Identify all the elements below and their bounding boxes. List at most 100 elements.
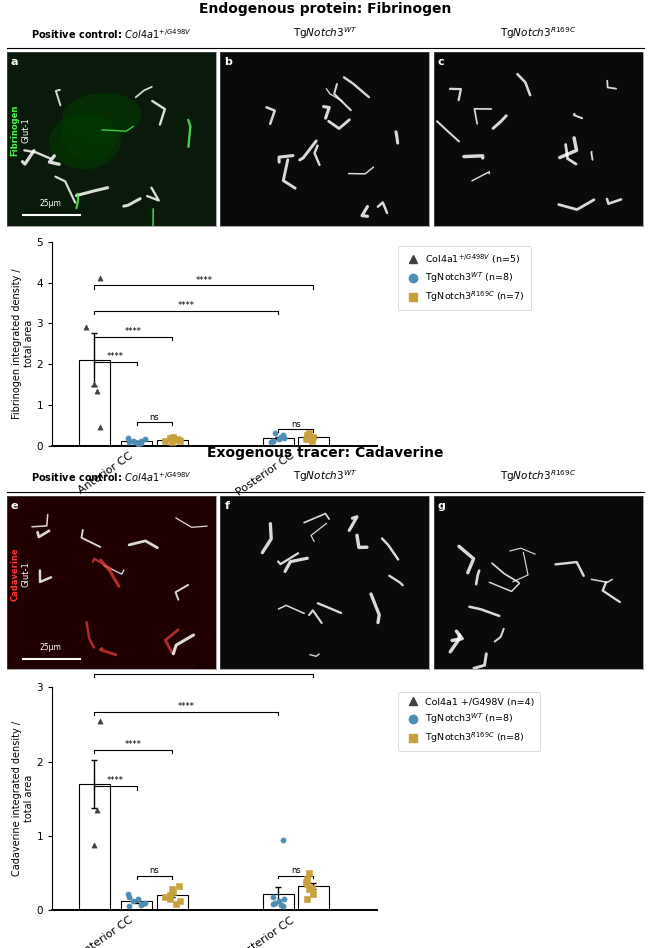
Text: Tg$\it{Notch3}$$^{WT}$: Tg$\it{Notch3}$$^{WT}$: [292, 468, 357, 484]
Point: [307, 433, 317, 448]
Text: Positive control: $\it{Col4a1}$$^{+/G498V}$: Positive control: $\it{Col4a1}$$^{+/G498…: [31, 470, 192, 484]
Point: [274, 894, 284, 909]
Text: g: g: [438, 501, 446, 511]
Point: [165, 430, 176, 446]
Point: [268, 433, 279, 448]
Text: 25μm: 25μm: [40, 199, 61, 209]
Point: [301, 874, 311, 889]
Point: [276, 898, 286, 913]
Text: ****: ****: [177, 301, 195, 310]
Text: Tg$\it{Notch3}$$^{R169C}$: Tg$\it{Notch3}$$^{R169C}$: [500, 468, 577, 484]
Point: [89, 377, 99, 392]
Text: a: a: [10, 57, 18, 67]
Bar: [79, 360, 110, 446]
Point: [140, 895, 150, 910]
Y-axis label: Fibrinogen integrated density /
total area: Fibrinogen integrated density / total ar…: [12, 268, 34, 419]
Point: [136, 897, 147, 912]
Legend: Col4a1 +/G498V (n=4), TgNotch3$^{WT}$ (n=8), TgNotch3$^{R169C}$ (n=8): Col4a1 +/G498V (n=4), TgNotch3$^{WT}$ (n…: [398, 692, 540, 751]
Text: e: e: [10, 501, 18, 511]
Point: [140, 432, 150, 447]
Point: [302, 430, 312, 446]
Point: [124, 435, 135, 450]
Bar: [263, 895, 294, 910]
Point: [278, 899, 289, 914]
Text: Fibrinogen: Fibrinogen: [10, 104, 20, 155]
Point: [171, 897, 181, 912]
Point: [167, 882, 177, 897]
Point: [129, 434, 140, 449]
Text: Exogenous tracer: Cadaverine: Exogenous tracer: Cadaverine: [207, 446, 443, 460]
Point: [167, 884, 177, 899]
Bar: [157, 895, 188, 910]
Point: [94, 420, 105, 435]
Legend: Col4a1$^{+/G498V}$ (n=5), TgNotch3$^{WT}$ (n=8), TgNotch3$^{R169C}$ (n=7): Col4a1$^{+/G498V}$ (n=5), TgNotch3$^{WT}…: [398, 246, 531, 310]
Point: [268, 434, 278, 449]
Point: [278, 891, 289, 906]
Point: [266, 435, 276, 450]
Point: [172, 432, 183, 447]
Text: ns: ns: [150, 866, 159, 875]
Point: [165, 887, 176, 902]
Point: [302, 871, 312, 886]
Ellipse shape: [62, 93, 141, 139]
Point: [175, 894, 185, 909]
Bar: [298, 437, 329, 446]
Point: [269, 426, 280, 441]
Point: [136, 435, 146, 450]
Point: [124, 899, 134, 914]
Text: b: b: [224, 57, 232, 67]
Point: [133, 891, 143, 906]
Text: ****: ****: [125, 327, 142, 336]
Point: [304, 426, 314, 441]
Point: [268, 897, 278, 912]
Bar: [122, 902, 152, 910]
Point: [124, 430, 134, 446]
Point: [92, 383, 103, 398]
Bar: [263, 438, 294, 446]
Text: Positive control: $\it{Col4a1}$$^{+/G498V}$: Positive control: $\it{Col4a1}$$^{+/G498…: [31, 27, 192, 41]
Point: [302, 891, 312, 906]
Point: [160, 889, 170, 904]
Bar: [79, 784, 110, 910]
Text: 25μm: 25μm: [40, 643, 61, 652]
Text: Cadaverine: Cadaverine: [10, 547, 20, 601]
Point: [92, 802, 103, 817]
Point: [136, 898, 146, 913]
Text: ****: ****: [196, 276, 213, 284]
Point: [308, 886, 318, 902]
Y-axis label: Cadaverine integrated density /
total area: Cadaverine integrated density / total ar…: [12, 721, 34, 876]
Point: [304, 429, 314, 445]
Point: [301, 432, 311, 447]
Text: ns: ns: [291, 866, 300, 875]
Point: [269, 895, 280, 910]
Point: [307, 880, 317, 895]
Text: ns: ns: [291, 420, 300, 428]
Point: [278, 430, 289, 446]
Ellipse shape: [62, 114, 116, 160]
Point: [89, 837, 99, 852]
Point: [95, 271, 105, 286]
Text: Tg$\it{Notch3}$$^{WT}$: Tg$\it{Notch3}$$^{WT}$: [292, 25, 357, 41]
Point: [133, 436, 143, 451]
Text: ****: ****: [107, 776, 124, 785]
Point: [274, 432, 284, 447]
Text: ****: ****: [107, 352, 124, 361]
Point: [124, 886, 134, 902]
Point: [174, 879, 185, 894]
Point: [95, 713, 105, 728]
Text: ****: ****: [125, 739, 142, 749]
Point: [304, 882, 314, 897]
Point: [278, 428, 289, 443]
Point: [128, 894, 138, 909]
Point: [174, 432, 185, 447]
Bar: [157, 440, 188, 446]
Text: c: c: [438, 57, 445, 67]
Point: [165, 891, 176, 906]
Point: [160, 434, 170, 449]
Text: Glut-1: Glut-1: [21, 118, 30, 143]
Text: ns: ns: [150, 412, 159, 422]
Bar: [298, 885, 329, 910]
Point: [81, 319, 92, 335]
Text: Endogenous protein: Fibrinogen: Endogenous protein: Fibrinogen: [199, 2, 451, 16]
Point: [308, 429, 318, 445]
